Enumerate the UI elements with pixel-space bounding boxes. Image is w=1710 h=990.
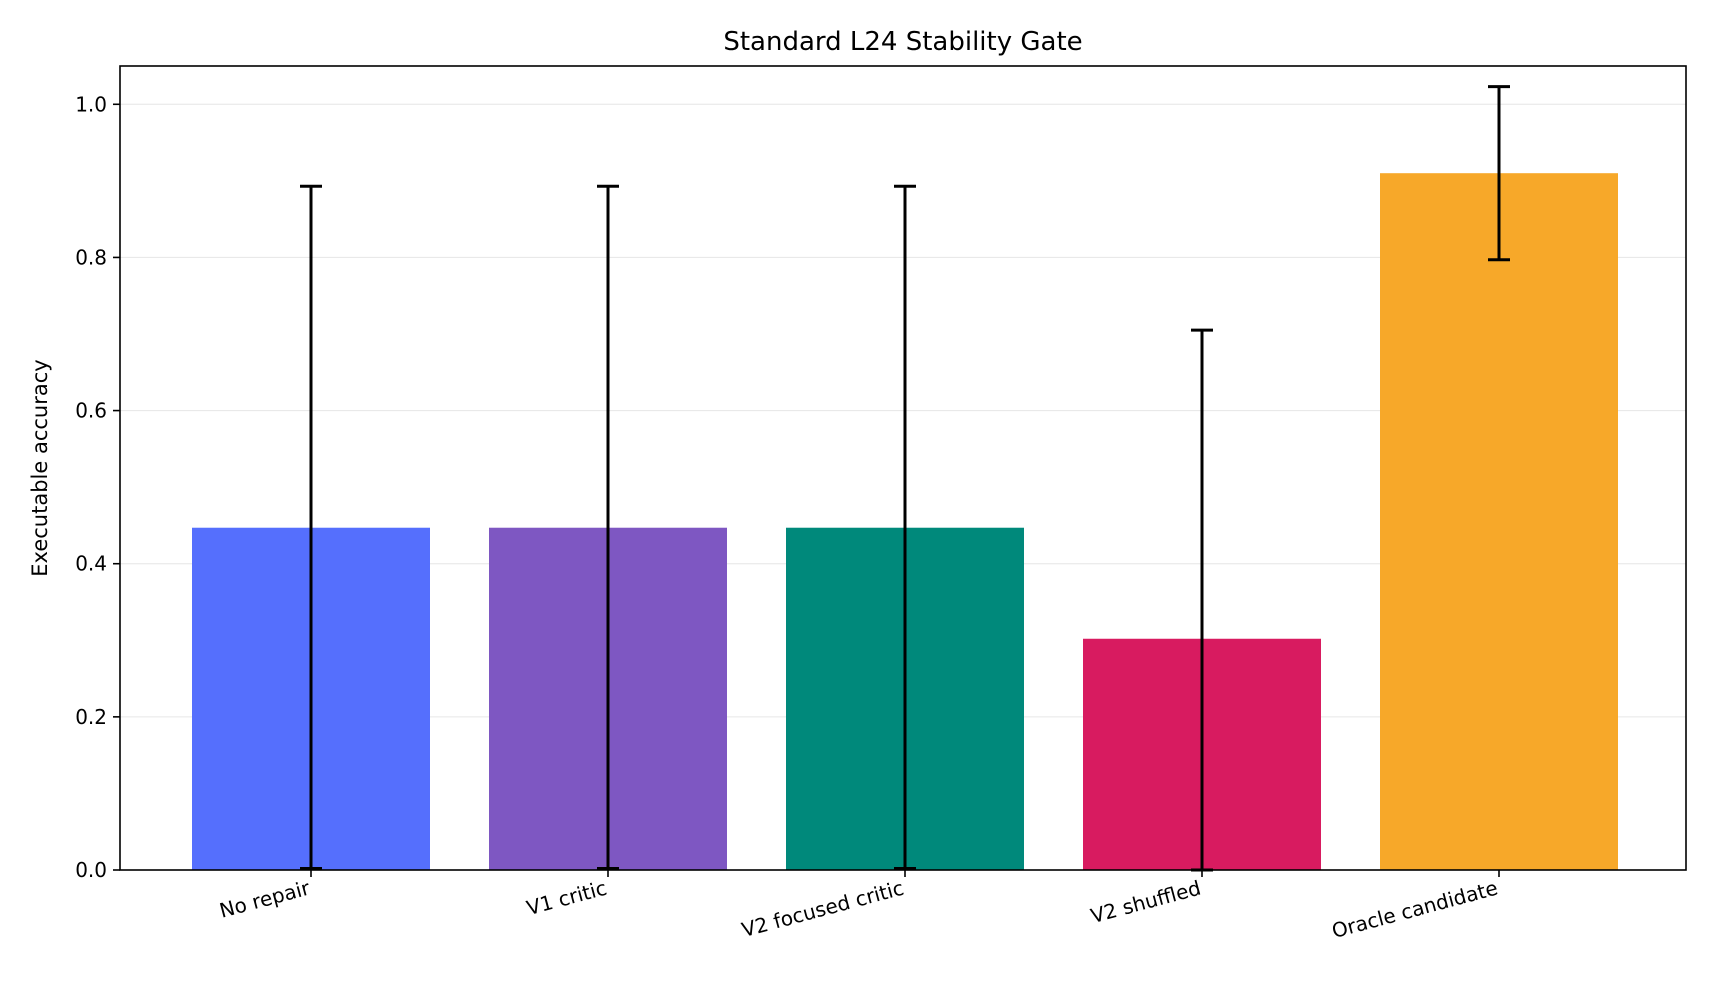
y-tick-label: 0.0	[75, 858, 107, 882]
x-axis-ticks: No repair V1 critic V2 focused critic V2 sh…	[217, 870, 1500, 943]
error-bar	[1488, 85, 1510, 262]
x-tick-label: No repair	[217, 875, 313, 922]
x-tick-label: V2 shuffled	[1088, 876, 1203, 928]
error-bar	[300, 184, 322, 870]
y-tick-label: 0.4	[75, 552, 107, 576]
error-bar	[894, 184, 916, 870]
y-axis-label: Executable accuracy	[28, 359, 52, 576]
error-bar	[597, 184, 619, 870]
bar	[1380, 173, 1618, 870]
error-bars	[300, 85, 1510, 872]
x-tick-label: V2 focused critic	[739, 876, 906, 942]
chart-title: Standard L24 Stability Gate	[723, 27, 1082, 57]
x-tick-label: Oracle candidate	[1329, 876, 1500, 943]
y-tick-label: 0.2	[75, 705, 107, 729]
plot-area-frame	[119, 65, 1687, 871]
y-tick-label: 1.0	[75, 92, 107, 116]
x-tick-label: V1 critic	[524, 876, 609, 920]
y-tick-label: 0.6	[75, 399, 107, 423]
y-tick-label: 0.8	[75, 245, 107, 269]
y-axis-ticks: 0.0 0.2 0.4 0.6 0.8 1.0	[75, 92, 120, 882]
